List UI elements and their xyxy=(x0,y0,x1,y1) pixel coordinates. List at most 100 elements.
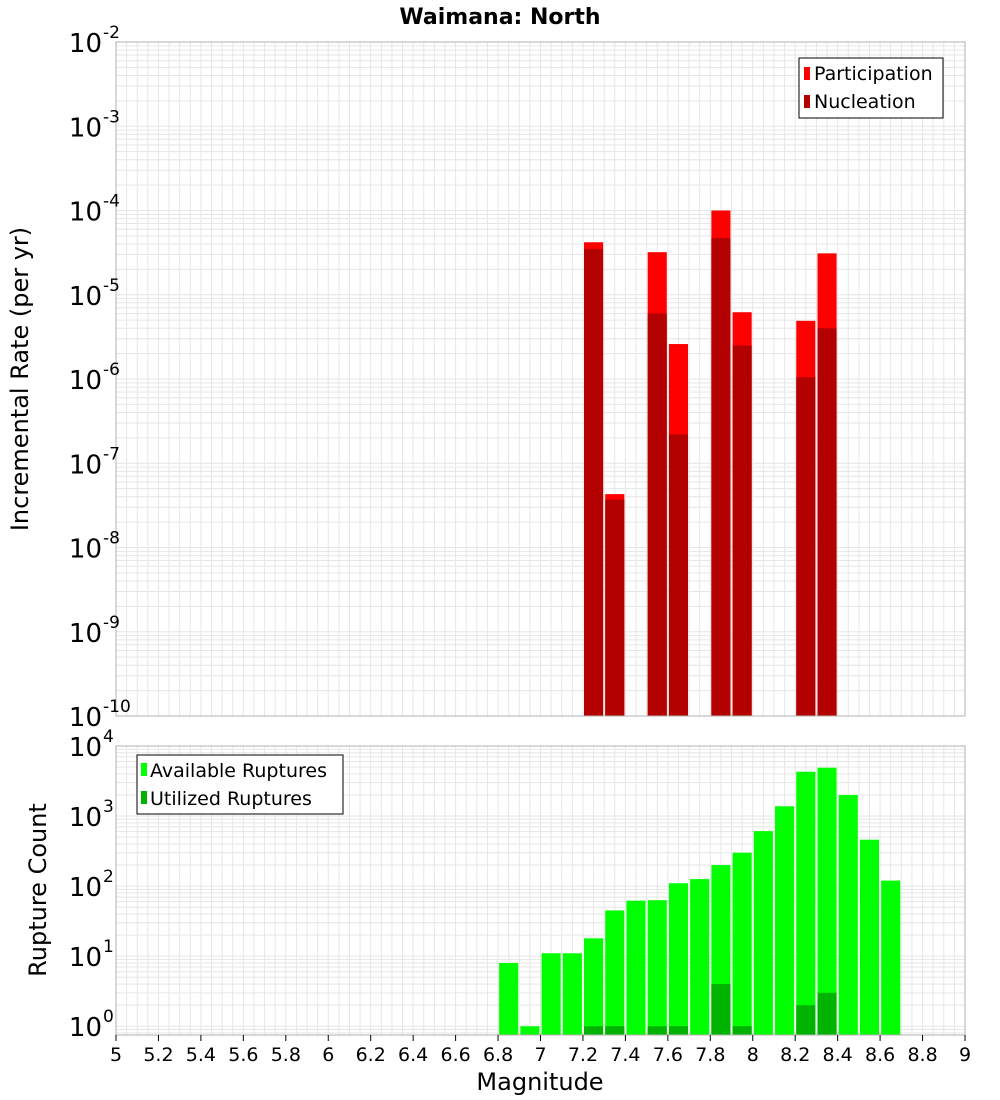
nucleation-bar xyxy=(711,238,731,716)
nucleation-bar xyxy=(817,328,837,716)
legend-swatch-utilized xyxy=(141,791,147,804)
chart-title: Waimana: North xyxy=(399,5,600,30)
y-tick-label-exponent: 2 xyxy=(103,867,114,887)
y-tick-label-exponent: 1 xyxy=(103,937,114,957)
y-tick-label-base: 10 xyxy=(69,943,102,973)
legend-label-available: Available Ruptures xyxy=(150,760,327,782)
y-tick-label-base: 10 xyxy=(69,803,102,833)
utilized-ruptures-bar xyxy=(817,992,837,1035)
available-ruptures-bar xyxy=(753,831,773,1035)
legend-label-participation: Participation xyxy=(814,63,933,85)
available-ruptures-bar xyxy=(562,953,582,1035)
y-tick-label-base: 10 xyxy=(69,366,102,396)
x-tick-label: 8.6 xyxy=(865,1044,895,1066)
y-tick-label-exponent: -7 xyxy=(103,444,120,464)
available-ruptures-bar xyxy=(626,900,646,1035)
y-tick-label-base: 10 xyxy=(69,873,102,903)
y-tick-label-exponent: -8 xyxy=(103,529,120,549)
legend-label-utilized: Utilized Ruptures xyxy=(150,788,312,810)
nucleation-bar xyxy=(732,345,752,716)
available-ruptures-bar xyxy=(859,839,880,1035)
x-tick-label: 7.6 xyxy=(653,1044,683,1066)
x-tick-label: 9 xyxy=(959,1044,971,1066)
y-tick-label-exponent: 0 xyxy=(103,1007,114,1027)
available-ruptures-bar xyxy=(605,910,625,1035)
y-tick-label-base: 10 xyxy=(69,703,102,733)
y-tick-label-base: 10 xyxy=(69,198,102,228)
x-tick-label: 7.4 xyxy=(610,1044,640,1066)
available-ruptures-bar xyxy=(775,806,795,1035)
x-tick-label: 8 xyxy=(747,1044,759,1066)
x-tick-label: 6.8 xyxy=(483,1044,513,1066)
legend-swatch-nucleation xyxy=(804,95,810,108)
y-tick-label-exponent: -2 xyxy=(103,23,120,43)
y-tick-label-exponent: 4 xyxy=(103,727,114,747)
top-plot-frame xyxy=(115,41,966,717)
y-tick-label-base: 10 xyxy=(69,113,102,143)
x-tick-label: 6.4 xyxy=(398,1044,428,1066)
bottom-legend: Available Ruptures Utilized Ruptures xyxy=(136,754,344,815)
x-axis-label: Magnitude xyxy=(476,1068,603,1096)
y-tick-label-exponent: -6 xyxy=(103,360,120,380)
legend-swatch-available xyxy=(141,763,147,776)
available-ruptures-bar xyxy=(817,767,837,1035)
x-tick-label: 6.2 xyxy=(356,1044,386,1066)
bottom-legend-box xyxy=(136,754,344,815)
utilized-ruptures-bar xyxy=(796,1005,816,1035)
x-tick-label: 5.2 xyxy=(143,1044,173,1066)
available-ruptures-bar xyxy=(499,962,519,1035)
x-tick-label: 5.4 xyxy=(186,1044,216,1066)
x-tick-label: 6.6 xyxy=(440,1044,470,1066)
nucleation-bar xyxy=(647,313,667,716)
y-tick-label-base: 10 xyxy=(69,29,102,59)
y-tick-label-base: 10 xyxy=(69,733,102,763)
bottom-bars xyxy=(499,767,901,1035)
x-tick-label: 8.4 xyxy=(823,1044,853,1066)
y-tick-label-base: 10 xyxy=(69,450,102,480)
utilized-ruptures-bar xyxy=(584,1026,604,1035)
top-legend: Participation Nucleation xyxy=(798,57,944,119)
y-tick-label-base: 10 xyxy=(69,282,102,312)
x-tick-label: 8.2 xyxy=(780,1044,810,1066)
x-tick-label: 6 xyxy=(322,1044,334,1066)
utilized-ruptures-bar xyxy=(668,1026,689,1035)
top-legend-box xyxy=(798,57,944,119)
y-tick-label-exponent: -5 xyxy=(103,276,120,296)
bottom-y-axis-label: Rupture Count xyxy=(24,803,52,977)
legend-label-nucleation: Nucleation xyxy=(814,91,916,113)
utilized-ruptures-bar xyxy=(605,1026,625,1035)
available-ruptures-bar xyxy=(796,771,816,1035)
available-ruptures-bar xyxy=(881,880,901,1035)
available-ruptures-bar xyxy=(647,900,667,1035)
x-axis-ticks: 5 5.2 5.4 5.6 5.8 6 6.2 6.4 6.6 6.8 7 7.2 7.4 7.6 7.8 8… xyxy=(110,1035,971,1066)
available-ruptures-bar xyxy=(732,852,752,1035)
x-tick-label: 7 xyxy=(534,1044,546,1066)
available-ruptures-bar xyxy=(668,883,689,1035)
y-tick-label-exponent: 3 xyxy=(103,797,114,817)
utilized-ruptures-bar xyxy=(732,1026,752,1035)
available-ruptures-bar xyxy=(838,794,858,1035)
available-ruptures-bar xyxy=(690,879,710,1035)
y-tick-label-base: 10 xyxy=(69,535,102,565)
top-bars xyxy=(584,210,837,717)
available-ruptures-bar xyxy=(584,938,604,1035)
x-tick-label: 5 xyxy=(110,1044,122,1066)
nucleation-bar xyxy=(668,434,689,716)
nucleation-bar xyxy=(796,377,816,716)
y-tick-label-exponent: -4 xyxy=(103,192,120,212)
x-tick-label: 7.8 xyxy=(695,1044,725,1066)
nucleation-bar xyxy=(605,499,625,716)
y-tick-label-base: 10 xyxy=(69,1013,102,1043)
available-ruptures-bar xyxy=(541,953,561,1035)
x-tick-label: 7.2 xyxy=(568,1044,598,1066)
x-tick-label: 5.8 xyxy=(271,1044,301,1066)
utilized-ruptures-bar xyxy=(711,984,731,1035)
top-grid xyxy=(115,42,966,717)
y-tick-label-exponent: -10 xyxy=(103,697,131,717)
y-tick-label-base: 10 xyxy=(69,619,102,649)
